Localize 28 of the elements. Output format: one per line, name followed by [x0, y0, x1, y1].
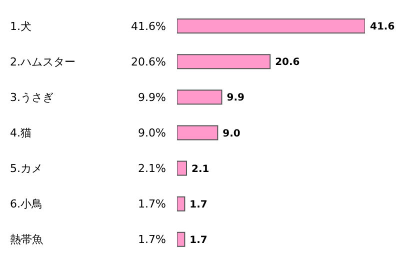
- data-label: 9.0: [222, 128, 240, 140]
- data-label: 9.9: [226, 92, 244, 104]
- y-tick-label: 熱帯魚: [10, 233, 43, 246]
- y-tick-label: 6.小鳥: [10, 198, 42, 211]
- text: 9.0%: [138, 126, 166, 140]
- bar: [177, 232, 186, 247]
- data-label: 2.1: [191, 164, 210, 175]
- bar: [177, 18, 365, 34]
- y-tick-label: 3.うさぎ: [10, 90, 54, 104]
- bar: [177, 90, 222, 105]
- text: 1.7%: [138, 233, 166, 246]
- y-tick-label: 5.カメ: [10, 162, 42, 176]
- bar: [177, 54, 271, 70]
- data-label: 41.6: [370, 22, 395, 33]
- bar: [177, 125, 218, 140]
- text: 9.9%: [138, 90, 166, 104]
- bar: [177, 160, 187, 176]
- y-tick-label: 1.犬: [10, 20, 32, 33]
- text: 2.1%: [138, 162, 166, 176]
- y-tick-label: 2.ハムスター: [10, 55, 76, 68]
- data-label: 1.7: [190, 234, 208, 246]
- data-label: 1.7: [190, 199, 208, 210]
- y-tick-label: 4.猫: [10, 126, 32, 140]
- text: 20.6%: [131, 55, 166, 68]
- text: 1.7%: [138, 198, 166, 211]
- bar: [177, 196, 186, 212]
- text: 41.6%: [131, 20, 166, 33]
- data-label: 20.6: [275, 57, 300, 68]
